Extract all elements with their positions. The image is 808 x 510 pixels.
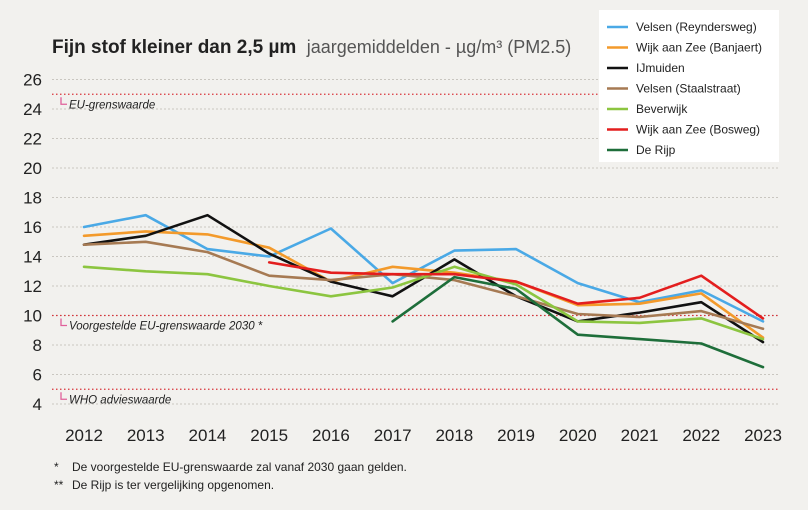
legend-label: Velsen (Reyndersweg) <box>636 20 757 34</box>
x-tick-label: 2016 <box>312 426 350 445</box>
series-line <box>82 230 765 339</box>
y-tick-label: 26 <box>23 71 42 90</box>
legend-label: De Rijp <box>636 143 676 157</box>
reference-line-label: Voorgestelde EU-grenswaarde 2030 * <box>69 321 263 333</box>
series-line <box>82 213 765 323</box>
series-line <box>82 265 765 341</box>
legend-label: Wijk aan Zee (Bosweg) <box>636 123 760 137</box>
x-tick-label: 2012 <box>65 426 103 445</box>
x-tick-label: 2014 <box>189 426 227 445</box>
series-line <box>391 275 765 369</box>
legend-label: IJmuiden <box>636 61 685 75</box>
x-axis: 2012 2013 2014 2015 2016 2017 2018 2019 2020 2021… <box>65 426 782 445</box>
y-axis: 4 6 8 10 12 14 16 18 20 22 24 26 <box>23 71 42 415</box>
x-tick-label: 2022 <box>682 426 720 445</box>
legend: Velsen (Reyndersweg) Wijk aan Zee (Banjae… <box>599 10 779 162</box>
x-tick-label: 2018 <box>435 426 473 445</box>
x-tick-label: 2015 <box>250 426 288 445</box>
chart-title-subtitle: jaargemiddelden - µg/m³ (PM2.5) <box>306 37 571 57</box>
y-tick-label: 22 <box>23 130 42 149</box>
footnote-text: De voorgestelde EU-grenswaarde zal vanaf… <box>72 460 407 474</box>
x-tick-label: 2017 <box>374 426 412 445</box>
reference-line-marker <box>60 97 67 105</box>
footnote-marker: * <box>54 460 59 474</box>
y-tick-label: 24 <box>23 100 42 119</box>
legend-label: Beverwijk <box>636 102 688 116</box>
legend-label: Wijk aan Zee (Banjaert) <box>636 41 762 55</box>
footnote-text: De Rijp is ter vergelijking opgenomen. <box>72 478 274 492</box>
reference-line-marker <box>60 392 67 400</box>
series-line <box>267 261 765 320</box>
y-tick-label: 6 <box>33 366 42 385</box>
y-tick-label: 4 <box>33 395 42 414</box>
footnotes: * De voorgestelde EU-grenswaarde zal vana… <box>54 460 407 492</box>
x-tick-label: 2019 <box>497 426 535 445</box>
chart-title-main: Fijn stof kleiner dan 2,5 µm <box>52 37 296 58</box>
y-tick-label: 20 <box>23 159 42 178</box>
reference-line-label: EU-grenswaarde <box>69 99 155 111</box>
y-tick-label: 12 <box>23 277 42 296</box>
reference-line-label: WHO advieswaarde <box>69 394 171 406</box>
y-tick-label: 8 <box>33 336 42 355</box>
x-tick-label: 2021 <box>621 426 659 445</box>
x-tick-label: 2020 <box>559 426 597 445</box>
y-tick-label: 14 <box>23 248 42 267</box>
legend-label: Velsen (Staalstraat) <box>636 82 741 96</box>
y-tick-label: 16 <box>23 218 42 237</box>
series-lines <box>82 213 765 369</box>
x-tick-label: 2023 <box>744 426 782 445</box>
reference-line-marker <box>60 318 67 327</box>
x-tick-label: 2013 <box>127 426 165 445</box>
chart-title: Fijn stof kleiner dan 2,5 µm jaargemidde… <box>52 37 571 58</box>
y-tick-label: 10 <box>23 307 42 326</box>
legend-box <box>599 10 779 162</box>
footnote-marker: ** <box>54 478 64 492</box>
y-tick-label: 18 <box>23 189 42 208</box>
